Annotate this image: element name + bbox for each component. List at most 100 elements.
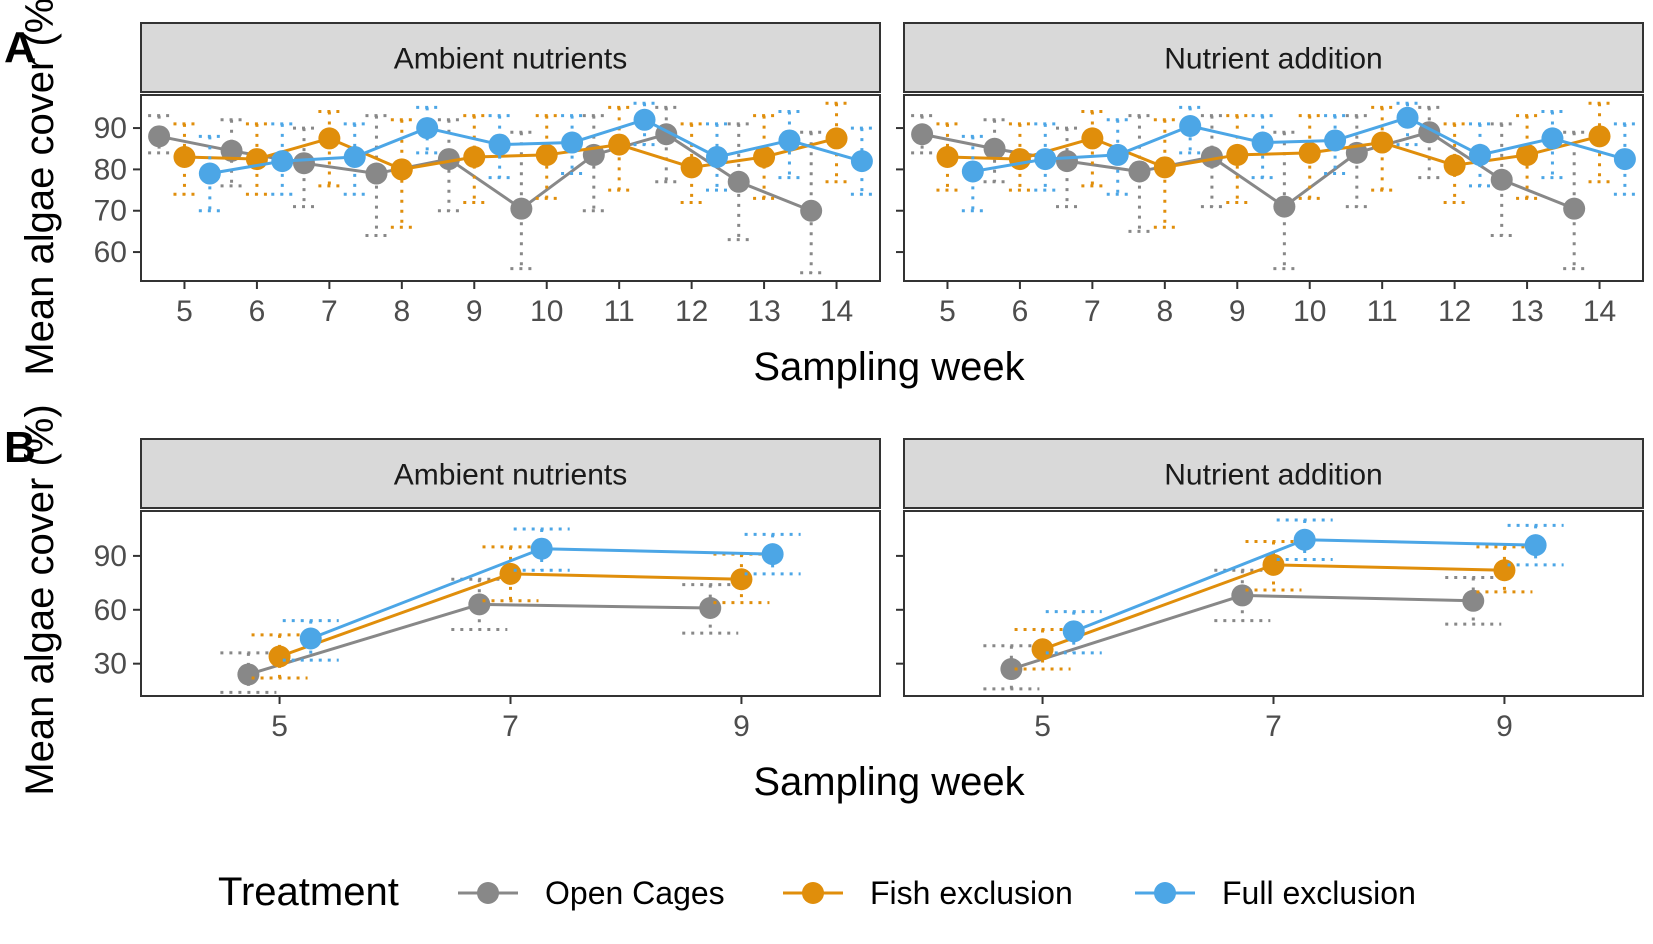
panel-a-ambient-nutrients-x-tick-label: 13 — [747, 295, 780, 328]
panel-a-ambient-nutrients-full-exclusion-point-week-7 — [343, 146, 366, 168]
panel-b-nutrient-addition-strip-label: Nutrient addition — [1164, 459, 1382, 492]
panel-a-nutrient-addition-fish-exclusion-point-week-10 — [1298, 141, 1321, 164]
panel-a-nutrient-addition-x-tick-label: 14 — [1583, 295, 1616, 328]
panel-b-ambient-nutrients-y-tick-label: 30 — [94, 648, 127, 681]
panel-a-ambient-nutrients-full-exclusion-point-week-14 — [850, 150, 873, 173]
panel-b-ambient-nutrients-full-exclusion-point-week-5 — [299, 627, 322, 650]
panel-a-nutrient-addition-x-tick-label: 13 — [1510, 295, 1543, 328]
panel-a-nutrient-addition-full-exclusion-point-week-11 — [1396, 106, 1419, 129]
panel-b-ambient-nutrients-open-cages-point-week-9 — [699, 596, 722, 619]
panel-b-ambient-nutrients-open-cages-point-week-7 — [468, 593, 491, 616]
panel-a-ambient-nutrients-fish-exclusion-line — [184, 136, 837, 171]
panel-a-ambient-nutrients-full-exclusion-point-week-13 — [778, 129, 801, 152]
panel-a-ambient-nutrients-full-exclusion-point-week-12 — [705, 146, 728, 168]
panel-a-nutrient-addition-full-exclusion-point-week-13 — [1541, 127, 1564, 150]
panel-a-ambient-nutrients-strip-label: Ambient nutrients — [394, 43, 627, 76]
panel-a-ambient-nutrients-full-exclusion-point-week-5 — [198, 162, 221, 185]
panel-b-ambient-nutrients-strip-label: Ambient nutrients — [394, 459, 627, 492]
panel-a-ambient-nutrients-full-exclusion-series — [198, 101, 873, 213]
panel-a-ambient-nutrients-y-tick-label: 90 — [94, 112, 127, 145]
legend-marker-open-cages — [477, 882, 499, 904]
legend-marker-full-exclusion — [1154, 882, 1176, 904]
panel-a-ambient-nutrients-fish-exclusion-point-week-7 — [318, 127, 341, 150]
panel-b-ambient-nutrients-x-tick-label: 9 — [733, 710, 750, 743]
panel-a-ambient-nutrients-fish-exclusion-point-week-13 — [753, 146, 776, 168]
panel-a-nutrient-addition-fish-exclusion-point-week-11 — [1371, 131, 1394, 154]
panel-a-nutrient-addition-fish-exclusion-point-week-9 — [1226, 143, 1249, 166]
panel-a-nutrient-addition-open-cages-point-week-10 — [1273, 195, 1296, 218]
panel-a-nutrient-addition-x-tick-label: 11 — [1367, 295, 1398, 328]
panel-a-nutrient-addition-x-tick-label: 9 — [1229, 295, 1246, 328]
panel-a-nutrient-addition-full-exclusion-point-week-7 — [1106, 143, 1129, 166]
panel-a-ambient-nutrients-open-cages-point-week-5 — [148, 125, 171, 148]
legend-title: Treatment — [218, 870, 399, 914]
panel-a-nutrient-addition-fish-exclusion-point-week-14 — [1588, 125, 1611, 148]
legend-item-open-cages: Open Cages — [458, 875, 725, 911]
panel-a-nutrient-addition-full-exclusion-point-week-8 — [1179, 115, 1202, 137]
panel-b-label: B — [4, 423, 36, 472]
panel-a-ambient-nutrients-open-cages-point-week-14 — [800, 199, 823, 222]
panel-a-ambient-nutrients-open-cages-point-week-7 — [293, 152, 316, 175]
panel-a-ambient-nutrients-y-tick-label: 70 — [94, 195, 127, 228]
panel-b-ambient-nutrients-x-tick-label: 7 — [502, 710, 519, 743]
panel-a-nutrient-addition-full-exclusion-line — [972, 116, 1626, 173]
panel-a-nutrient-addition-open-cages-point-week-8 — [1128, 160, 1151, 183]
panel-a-label: A — [4, 23, 36, 72]
panel-a-nutrient-addition-fish-exclusion-point-week-8 — [1153, 156, 1176, 179]
panel-b-ambient-nutrients-fish-exclusion-point-week-7 — [499, 562, 522, 585]
panel-a-ambient-nutrients-fish-exclusion-point-week-14 — [825, 127, 848, 150]
panel-a-ambient-nutrients-full-exclusion-point-week-8 — [416, 117, 439, 140]
panel-a-ambient-nutrients-fish-exclusion-point-week-9 — [463, 146, 486, 168]
panel-a-ambient-nutrients-x-tick-label: 8 — [393, 295, 410, 328]
panel-a-ambient-nutrients-open-cages-point-week-8 — [365, 162, 388, 185]
panel-b-ambient-nutrients-fish-exclusion-point-week-5 — [268, 645, 291, 668]
panel-a-ambient-nutrients-x-tick-label: 9 — [466, 295, 483, 328]
legend-marker-fish-exclusion — [802, 882, 824, 904]
panel-a-nutrient-addition-full-exclusion-point-week-9 — [1251, 131, 1274, 154]
panel-b-nutrient-addition-fish-exclusion-series — [1014, 540, 1533, 671]
panel-b-nutrient-addition-x-tick-label: 5 — [1034, 710, 1051, 743]
panel-a-ambient-nutrients-fish-exclusion-point-week-11 — [608, 133, 631, 156]
panel-a-ambient-nutrients-x-tick-label: 12 — [675, 295, 708, 328]
panel-a-ambient-nutrients-full-exclusion-point-week-10 — [561, 131, 584, 154]
panel-a-ambient-nutrients-full-exclusion-line — [209, 118, 863, 176]
panel-b-ambient-nutrients-full-exclusion-series — [282, 527, 801, 662]
panel-a-ambient-nutrients-fish-exclusion-series — [173, 101, 848, 229]
panel-a-nutrient-addition-open-cages-point-week-6 — [983, 137, 1006, 160]
panel-b-nutrient-addition-open-cages-point-week-9 — [1462, 589, 1485, 612]
panel-a-ambient-nutrients-x-tick-label: 14 — [820, 295, 853, 328]
panel-b-ambient-nutrients-open-cages-point-week-5 — [237, 663, 260, 686]
panel-b-nutrient-addition: Nutrient addition 5 7 9 — [896, 438, 1644, 743]
panel-a-nutrient-addition-plot-area — [903, 94, 1644, 282]
panel-a-nutrient-addition-fish-exclusion-point-week-12 — [1443, 154, 1466, 177]
panel-a-nutrient-addition-x-tick-label: 8 — [1156, 295, 1173, 328]
panel-a-ambient-nutrients-y-tick-label: 80 — [94, 153, 127, 186]
panel-a-nutrient-addition-full-exclusion-series — [961, 101, 1636, 213]
legend-label-open-cages: Open Cages — [545, 875, 725, 911]
panel-b-ambient-nutrients-x-tick-label: 5 — [271, 710, 288, 743]
panel-b-nutrient-addition-open-cages-point-week-5 — [1000, 658, 1023, 681]
panel-b-ambient-nutrients-strip — [140, 438, 881, 509]
panel-a-nutrient-addition-x-tick-label: 6 — [1012, 295, 1029, 328]
panel-a-nutrient-addition-x-tick-label: 5 — [939, 295, 956, 328]
panel-a-nutrient-addition-open-cages-point-week-5 — [911, 123, 934, 146]
panel-a-nutrient-addition-open-cages-point-week-14 — [1563, 197, 1586, 220]
panel-a-nutrient-addition-strip — [903, 22, 1644, 93]
panel-a-ambient-nutrients-plot-area — [140, 94, 881, 282]
legend: Treatment Open Cages Fish exclusion Full… — [218, 870, 1416, 914]
panel-b-nutrient-addition-full-exclusion-series — [1045, 518, 1564, 655]
panel-a-nutrient-addition-fish-exclusion-series — [936, 101, 1611, 229]
panel-a-ambient-nutrients-full-exclusion-point-week-11 — [633, 108, 656, 131]
panel-b-nutrient-addition-full-exclusion-point-week-5 — [1062, 620, 1085, 643]
panel-a-nutrient-addition-x-tick-label: 12 — [1438, 295, 1471, 328]
legend-label-full-exclusion: Full exclusion — [1222, 875, 1416, 911]
panel-b-nutrient-addition-x-tick-label: 7 — [1265, 710, 1282, 743]
panel-b-ambient-nutrients: Ambient nutrients 30 60 90 5 7 9 — [94, 438, 881, 743]
panel-a-ambient-nutrients-fish-exclusion-point-week-8 — [390, 158, 413, 181]
y-axis-title-a: Mean algae cover (%) — [18, 0, 62, 376]
panel-b-nutrient-addition-open-cages-point-week-7 — [1231, 584, 1254, 607]
panel-a-ambient-nutrients-y-tick-label: 60 — [94, 236, 127, 269]
panel-b-nutrient-addition-fish-exclusion-point-week-5 — [1031, 638, 1054, 661]
panel-a-nutrient-addition-x-tick-label: 7 — [1084, 295, 1101, 328]
